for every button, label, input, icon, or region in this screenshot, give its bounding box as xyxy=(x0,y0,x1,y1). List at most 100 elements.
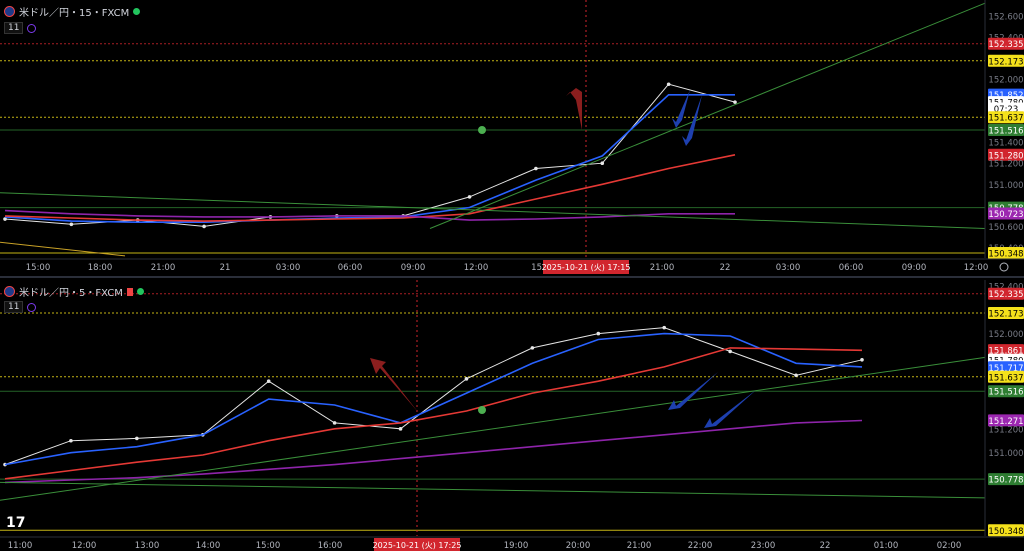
market-open-icon xyxy=(136,288,144,295)
price-label: 152.173 xyxy=(988,309,1023,319)
usdjpy-flag-icon xyxy=(4,286,15,297)
crosshair-label-bg xyxy=(374,538,460,551)
panel-2-title: 米ドル／円・5・FXCM xyxy=(19,288,123,299)
price-point xyxy=(69,222,74,227)
crosshair-label-bg xyxy=(543,260,629,274)
price-label: 150.778 xyxy=(988,476,1023,486)
price-label: 152.335 xyxy=(988,290,1023,300)
up-arrow-icon xyxy=(566,88,582,130)
down-arrow-icon xyxy=(668,372,718,410)
price-label: 151.271 xyxy=(988,417,1023,427)
price-badge-bg xyxy=(988,306,1024,319)
time-label: 22:00 xyxy=(688,541,713,551)
series-line-2 xyxy=(4,347,863,480)
price-label: 151.000 xyxy=(988,181,1023,191)
price-label: 151.516 xyxy=(988,126,1023,136)
signal-marker xyxy=(478,406,486,414)
series-line-0 xyxy=(4,327,863,466)
price-point xyxy=(596,331,601,336)
price-badge-bg xyxy=(988,414,1024,427)
time-label: 15: xyxy=(531,263,545,273)
price-label: 151.400 xyxy=(988,139,1023,149)
price-label: 152.400 xyxy=(988,282,1023,292)
trend-line xyxy=(0,356,986,501)
price-point xyxy=(464,377,469,381)
time-label: 22 xyxy=(720,263,731,273)
tradingview-logo-icon: 17 xyxy=(6,515,26,531)
price-point xyxy=(266,379,271,384)
price-point xyxy=(534,166,538,171)
price-point xyxy=(860,357,864,362)
price-point xyxy=(467,195,472,199)
price-point xyxy=(530,346,535,350)
price-label: 152.335 xyxy=(988,40,1023,50)
time-label: 14:00 xyxy=(196,541,221,551)
price-point xyxy=(3,217,7,221)
price-badge-bg xyxy=(988,361,1024,374)
price-label: 151.637 xyxy=(988,373,1023,383)
price-point xyxy=(666,82,671,87)
price-badge-bg xyxy=(988,207,1024,220)
time-label: 15:00 xyxy=(256,541,281,551)
time-label: 23:00 xyxy=(751,541,776,551)
price-badge-bg xyxy=(988,246,1024,259)
time-label: 02:00 xyxy=(937,541,962,551)
settings-icon xyxy=(999,262,1009,272)
time-label: 21:00 xyxy=(151,263,176,273)
price-point xyxy=(135,436,139,441)
price-badge-bg xyxy=(988,344,1024,357)
price-label: 151.717 xyxy=(988,364,1023,374)
price-badge-bg xyxy=(988,473,1024,486)
time-label: 09:00 xyxy=(902,263,927,273)
series-line-1 xyxy=(4,94,735,223)
series-line-3 xyxy=(4,209,735,221)
trend-line xyxy=(429,2,986,229)
trend-line xyxy=(0,481,986,499)
panel-2-indicator[interactable]: 11 xyxy=(4,301,37,313)
panel-1-title: 米ドル／円・15・FXCM xyxy=(19,8,130,19)
time-label: 13:00 xyxy=(135,541,160,551)
price-label: 07:23 xyxy=(994,105,1019,115)
price-point xyxy=(728,349,732,354)
time-label: 03:00 xyxy=(276,263,301,273)
indicator-value: 11 xyxy=(4,22,24,34)
time-label: 12:00 xyxy=(72,541,97,551)
panel-1-legend[interactable]: 米ドル／円・15・FXCM xyxy=(4,4,141,19)
panel-1-indicator[interactable]: 11 xyxy=(4,22,37,34)
market-open-icon xyxy=(133,8,141,15)
price-badge-bg xyxy=(988,148,1024,161)
time-label: 20:00 xyxy=(566,541,591,551)
time-label: 18:00 xyxy=(88,263,113,273)
time-label: 12:00 xyxy=(464,263,489,273)
price-label: 150.348 xyxy=(988,249,1023,259)
price-label: 151.637 xyxy=(988,114,1023,124)
indicator-settings-icon[interactable] xyxy=(27,23,37,33)
usdjpy-flag-icon xyxy=(4,6,15,17)
price-label: 151.861 xyxy=(988,347,1023,357)
price-label: 150.723 xyxy=(988,210,1023,220)
series-line-3 xyxy=(4,419,863,484)
price-label: 151.280 xyxy=(988,151,1023,161)
crosshair-time-label: 2025-10-21 (火) 17:25 xyxy=(373,541,462,550)
flag-icon xyxy=(126,287,133,296)
indicator-settings-icon[interactable] xyxy=(27,302,37,312)
price-label: 151.200 xyxy=(988,160,1023,170)
time-label: 21:00 xyxy=(650,263,675,273)
panel-2-legend[interactable]: 米ドル／円・5・FXCM xyxy=(4,284,144,299)
trend-line xyxy=(0,192,986,230)
time-label: 21:00 xyxy=(627,541,652,551)
price-label: 151.200 xyxy=(988,425,1023,435)
price-point xyxy=(600,161,605,166)
price-badge-bg xyxy=(988,370,1024,383)
price-label: 152.000 xyxy=(988,75,1023,85)
price-axis xyxy=(986,280,1024,536)
indicator-value: 11 xyxy=(4,301,24,313)
price-label: 151.000 xyxy=(988,449,1023,459)
price-label: 151.516 xyxy=(988,388,1023,398)
up-arrow-icon xyxy=(370,358,418,412)
time-label: 12:00 xyxy=(964,263,989,273)
price-badge-bg xyxy=(988,524,1024,537)
signal-marker xyxy=(478,126,486,134)
